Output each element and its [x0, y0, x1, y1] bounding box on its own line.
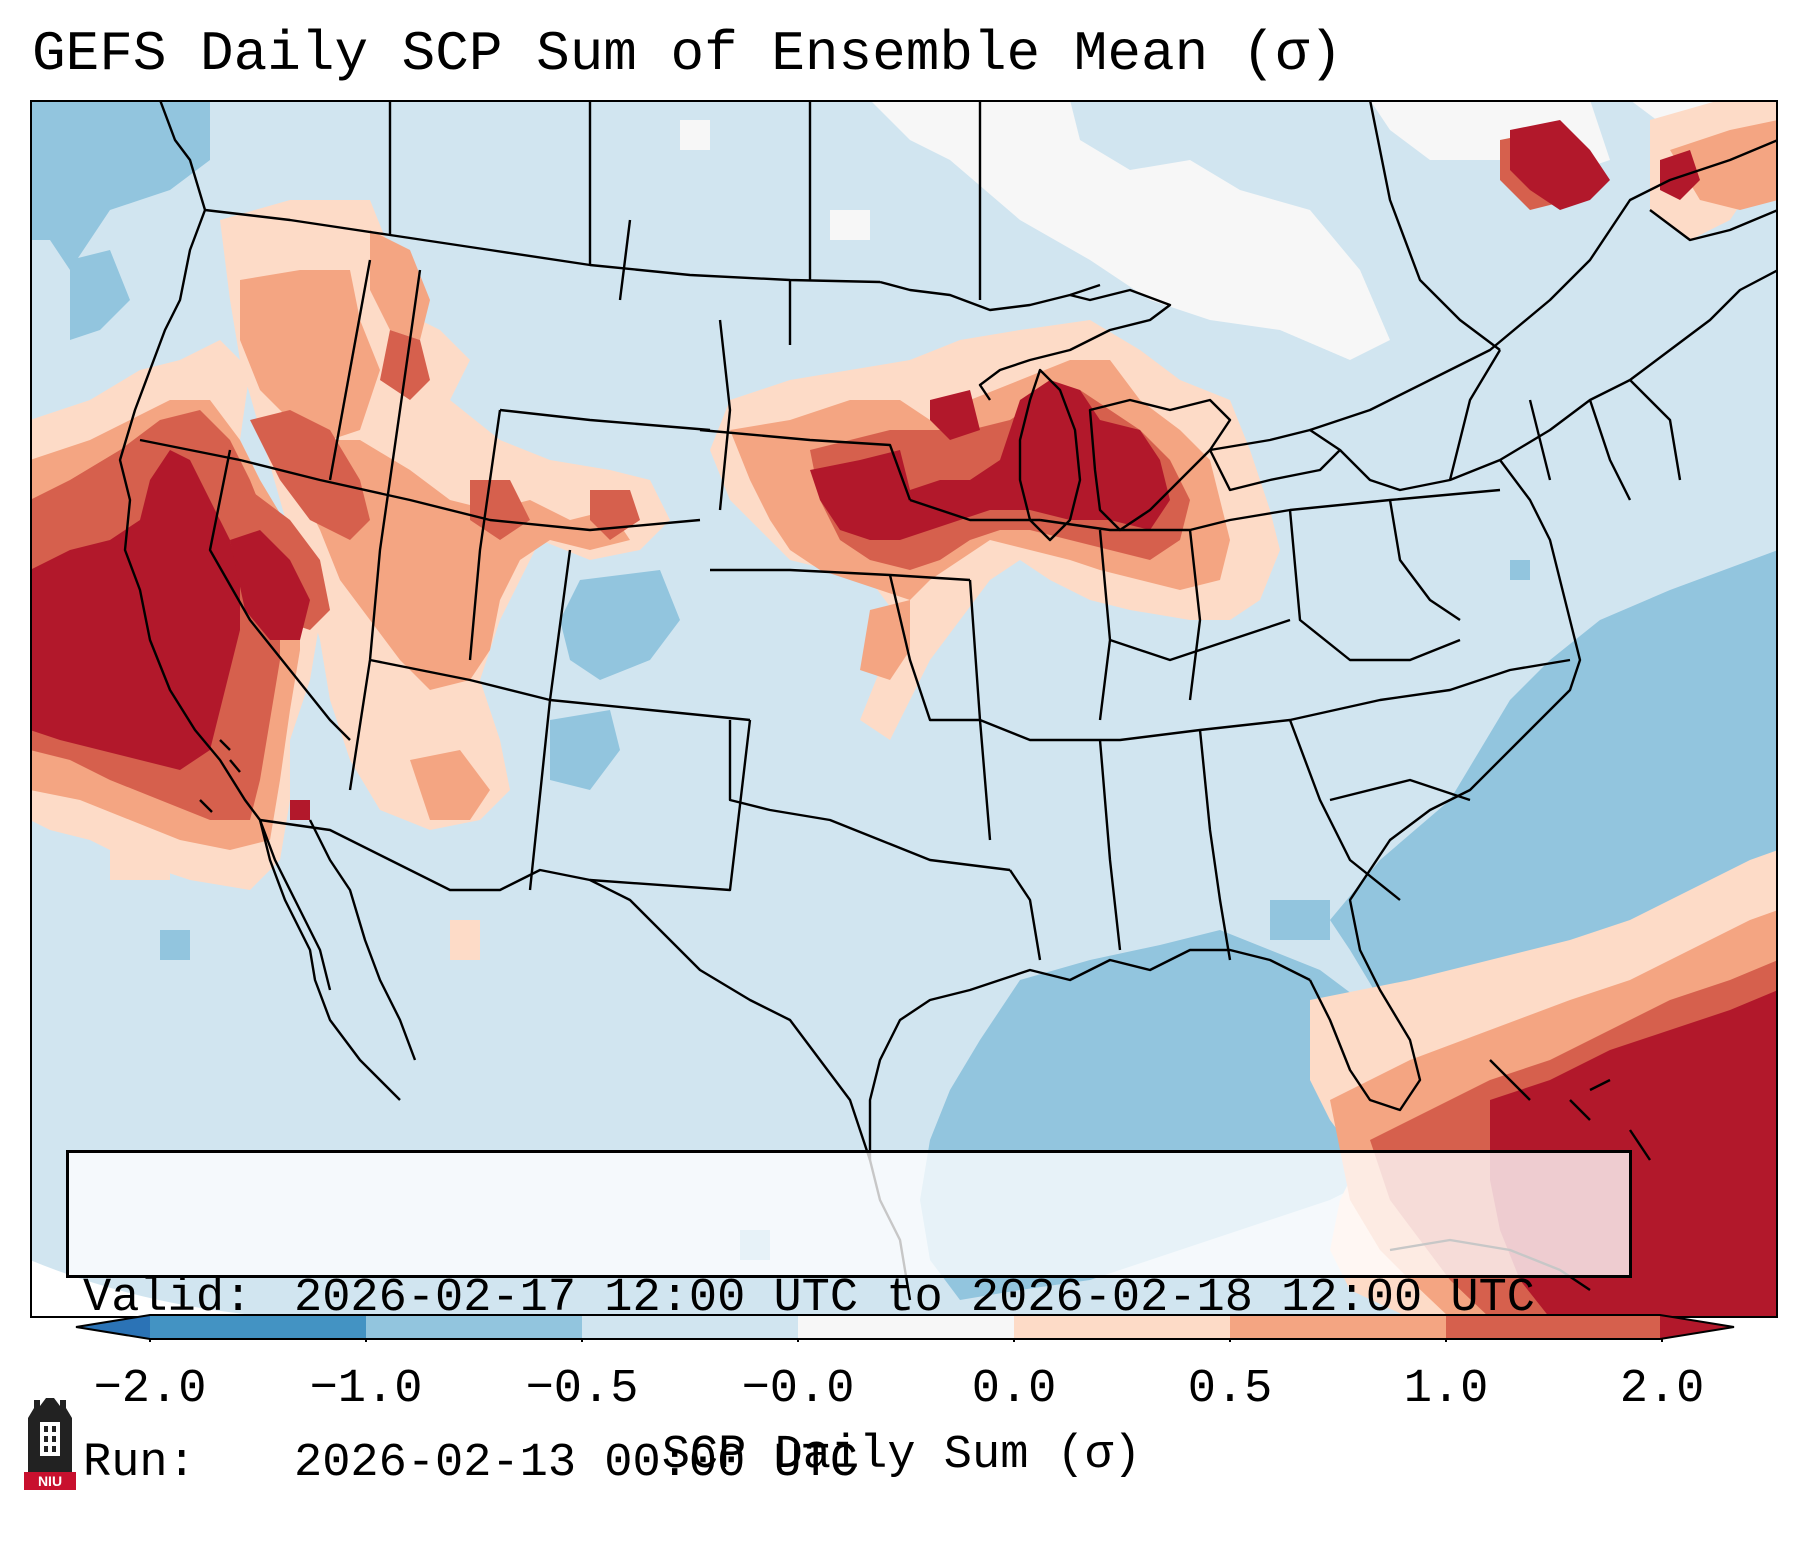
projection-edge-left	[30, 1260, 410, 1318]
colorbar-tick-label: −2.0	[93, 1363, 207, 1416]
logo-banner	[24, 1472, 76, 1490]
coastlines-and-borders	[118, 100, 1778, 1301]
valid-run-info-box: Valid: 2026-02-17 12:00 UTC to 2026-02-18…	[66, 1150, 1632, 1490]
colorbar-bin	[1660, 1315, 1734, 1339]
run-row: Run: 2026-02-13 00:00 UTC	[83, 1436, 1629, 1491]
chart-title: GEFS Daily SCP Sum of Ensemble Mean (σ)	[32, 22, 1343, 86]
colorbar-tick-label: 0.0	[971, 1363, 1057, 1416]
niu-logo: NIU	[24, 1398, 76, 1490]
colorbar-tick-label: −0.0	[741, 1363, 855, 1416]
colorbar	[75, 1314, 1735, 1342]
run-label: Run:	[83, 1437, 196, 1490]
logo-text: NIU	[38, 1473, 62, 1489]
colorbar-tick-label: −0.5	[525, 1363, 639, 1416]
run-value: 2026-02-13 00:00 UTC	[294, 1437, 859, 1490]
colorbar-outline	[75, 1314, 1735, 1340]
colorbar-bin	[366, 1315, 583, 1339]
colorbar-bin	[76, 1315, 150, 1339]
colorbar-label: SCP Daily Sum (σ)	[661, 1429, 1142, 1482]
colorbar-bin	[798, 1315, 1015, 1339]
colorbar-tick-label: 0.5	[1187, 1363, 1273, 1416]
colorbar-bin	[1014, 1315, 1231, 1339]
colorbar-bin	[582, 1315, 799, 1339]
colorbar-bin	[1230, 1315, 1447, 1339]
scp-map	[30, 100, 1778, 1318]
colorbar-tick-label: 1.0	[1403, 1363, 1489, 1416]
colorbar-tick-label: 2.0	[1619, 1363, 1705, 1416]
colorbar-bin	[150, 1315, 367, 1339]
colorbar-bin	[1446, 1315, 1663, 1339]
colorbar-tick-label: −1.0	[309, 1363, 423, 1416]
